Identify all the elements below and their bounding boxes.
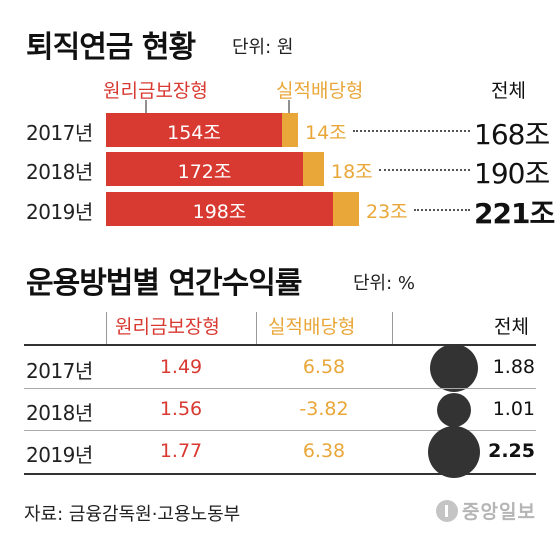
table-cell-guaranteed: 1.56 <box>159 397 203 420</box>
bar-value-guaranteed: 172조 <box>177 161 232 183</box>
table-year-label: 2019년 <box>26 442 93 467</box>
publisher-logo: 중앙일보 <box>436 497 536 524</box>
total-return-bubble <box>430 343 478 392</box>
bar-total-label: 168조 <box>474 118 550 151</box>
table-year-label: 2017년 <box>26 358 93 383</box>
table-row-divider <box>24 430 536 431</box>
column-divider <box>106 312 107 344</box>
bar-value-performance: 18조 <box>331 161 373 183</box>
bar-year-label: 2017년 <box>26 121 93 145</box>
chart2-title: 운용방법별 연간수익률 <box>26 266 302 301</box>
bar-segment-performance <box>333 192 359 226</box>
col-header-guaranteed: 원리금보장형 <box>115 316 220 338</box>
col-header-total: 전체 <box>494 316 529 338</box>
total-return-bubble <box>428 425 480 478</box>
table-row-divider <box>24 388 536 389</box>
bar-year-label: 2018년 <box>26 160 93 184</box>
table-cell-performance: -3.82 <box>299 397 349 420</box>
column-divider <box>392 312 393 344</box>
bar-segment-guaranteed <box>106 192 333 226</box>
bar-segment-guaranteed <box>106 152 303 186</box>
source-note: 자료: 금융감독원·고용노동부 <box>24 504 241 525</box>
chart2-unit: 단위: % <box>353 273 416 294</box>
total-return-bubble <box>437 392 471 427</box>
bar-year-label: 2019년 <box>26 200 93 224</box>
legend-performance: 실적배당형 <box>276 80 364 102</box>
bar-segment-performance <box>303 152 324 186</box>
table-top-rule <box>24 344 536 346</box>
table-cell-guaranteed: 1.49 <box>159 355 203 378</box>
logo-text: 중앙일보 <box>462 501 536 523</box>
legend-guaranteed: 원리금보장형 <box>103 80 208 102</box>
col-header-performance: 실적배당형 <box>268 316 356 338</box>
bar-total-label: 221조 <box>474 197 555 230</box>
bar-value-performance: 23조 <box>366 201 408 223</box>
dotted-leader-line <box>353 130 470 132</box>
table-bottom-rule <box>24 473 536 475</box>
dotted-leader-line <box>414 209 470 211</box>
bar-value-guaranteed: 198조 <box>192 201 247 223</box>
dotted-leader-line <box>379 169 470 171</box>
chart1-unit: 단위: 원 <box>232 37 294 58</box>
table-cell-total: 1.01 <box>492 397 535 420</box>
bar-value-performance: 14조 <box>305 122 347 144</box>
bar-segment-performance <box>282 113 298 147</box>
legend-total: 전체 <box>491 80 526 102</box>
table-cell-guaranteed: 1.77 <box>159 439 203 462</box>
bar-total-label: 190조 <box>474 157 550 190</box>
chart1-title: 퇴직연금 현황 <box>26 30 196 65</box>
table-year-label: 2018년 <box>26 400 93 425</box>
column-divider <box>256 312 257 344</box>
logo-icon <box>436 499 458 522</box>
table-cell-performance: 6.38 <box>302 439 346 462</box>
table-cell-performance: 6.58 <box>302 355 346 378</box>
bar-segment-guaranteed <box>106 113 282 147</box>
table-cell-total: 1.88 <box>492 355 535 378</box>
bar-value-guaranteed: 154조 <box>167 122 221 144</box>
table-cell-total: 2.25 <box>488 439 535 462</box>
